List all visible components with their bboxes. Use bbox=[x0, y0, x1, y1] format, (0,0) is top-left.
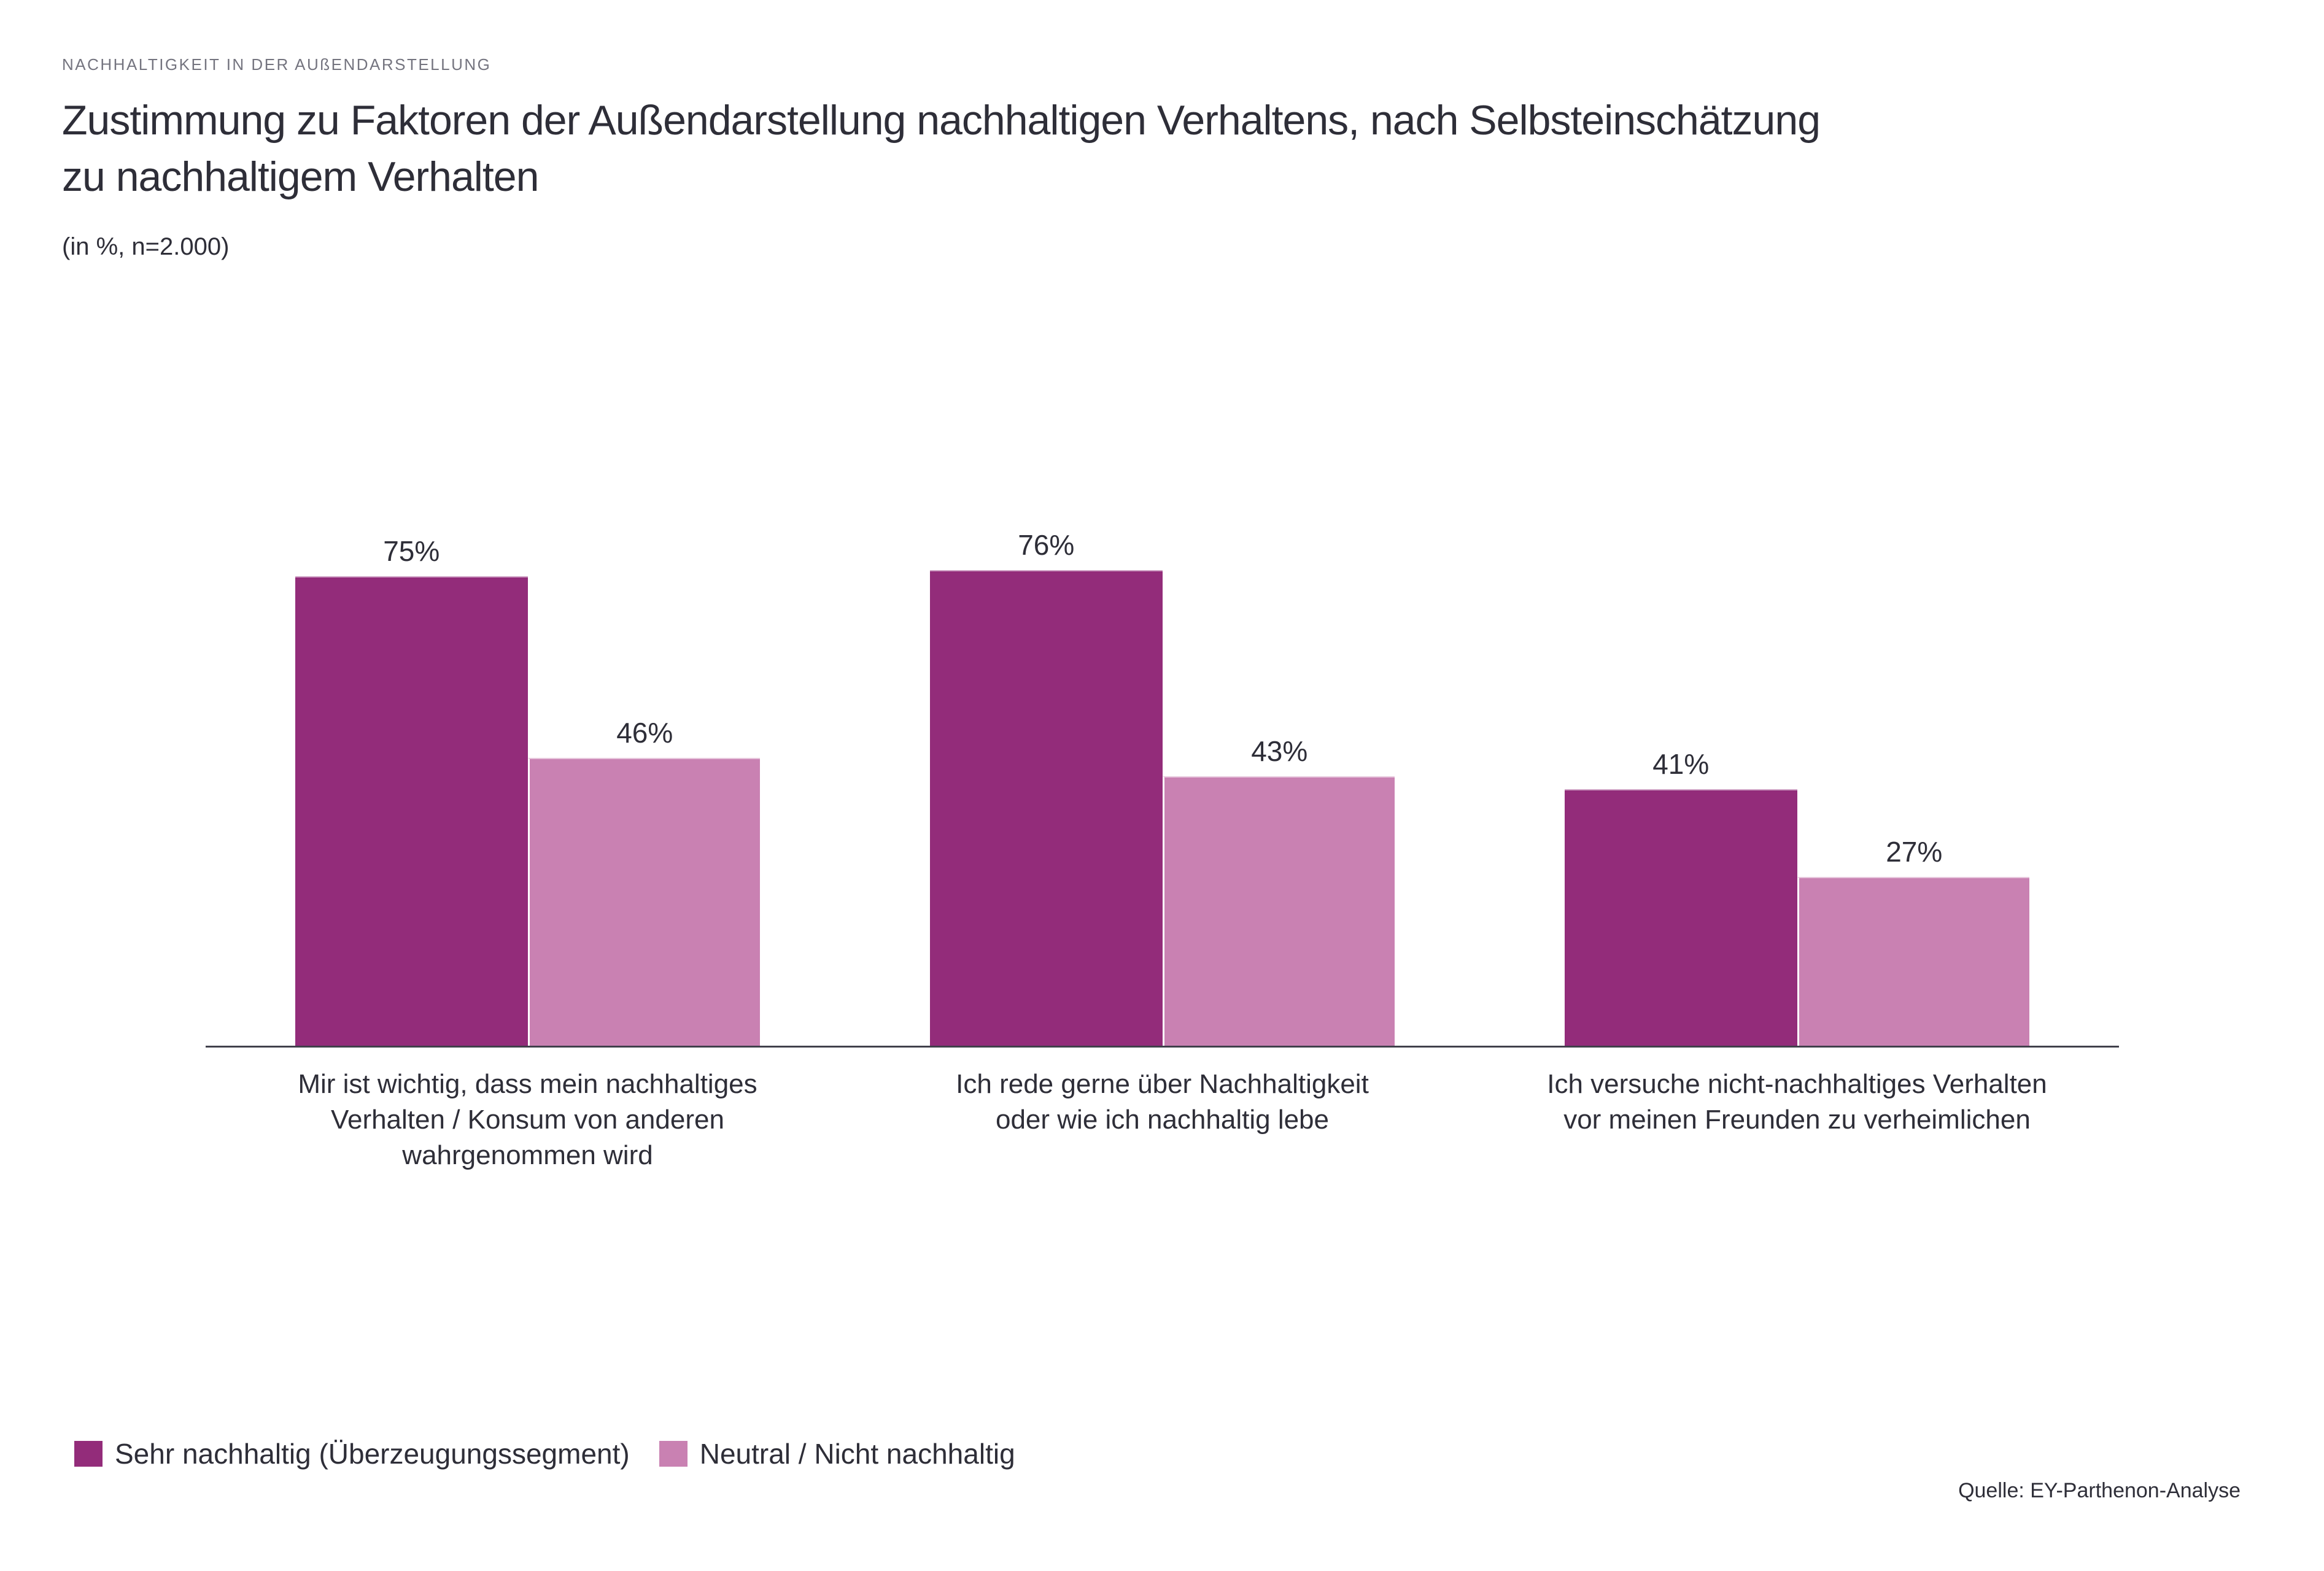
bar-neutral-nicht-nachhaltig: 43% bbox=[1162, 735, 1395, 1046]
legend-item: Sehr nachhaltig (Überzeugungssegment) bbox=[74, 1437, 630, 1470]
category-label-text: Mir ist wichtig, dass mein nachhaltiges … bbox=[298, 1069, 757, 1170]
bar-groups-container: 75% 46% 76% 43% 41% 27% bbox=[206, 518, 2119, 1046]
bar-value-label: 46% bbox=[616, 717, 673, 749]
bar-sehr-nachhaltig: 75% bbox=[295, 535, 528, 1046]
bar-neutral-nicht-nachhaltig: 46% bbox=[527, 717, 760, 1046]
x-axis-labels: Mir ist wichtig, dass mein nachhaltiges … bbox=[206, 1067, 2119, 1177]
legend: Sehr nachhaltig (Überzeugungssegment) Neu… bbox=[74, 1437, 1015, 1470]
category-label: Mir ist wichtig, dass mein nachhaltiges … bbox=[295, 1067, 760, 1177]
chart-subtitle: (in %, n=2.000) bbox=[62, 233, 230, 260]
bar-value-label: 41% bbox=[1652, 748, 1710, 780]
bar-value-label: 76% bbox=[1018, 529, 1075, 561]
legend-swatch bbox=[74, 1441, 103, 1467]
bar-sehr-nachhaltig: 76% bbox=[930, 529, 1163, 1046]
legend-swatch bbox=[659, 1441, 688, 1467]
category-label-text: Ich versuche nicht-nachhaltiges Verhalte… bbox=[1547, 1069, 2047, 1135]
bar-group: 41% 27% bbox=[1565, 748, 2029, 1046]
legend-item: Neutral / Nicht nachhaltig bbox=[659, 1437, 1015, 1470]
legend-label: Sehr nachhaltig (Überzeugungssegment) bbox=[115, 1438, 630, 1470]
category-label-text: Ich rede gerne über Nachhaltigkeit oder … bbox=[956, 1069, 1369, 1135]
eyebrow-kicker: NACHHALTIGKEIT IN DER AUßENDARSTELLUNG bbox=[62, 55, 492, 74]
legend-label: Neutral / Nicht nachhaltig bbox=[699, 1438, 1015, 1470]
bar-chart: 75% 46% 76% 43% 41% 27% bbox=[206, 518, 2119, 1046]
bar-value-label: 27% bbox=[1886, 836, 1943, 868]
bar-group: 75% 46% bbox=[295, 535, 760, 1046]
bar-sehr-nachhaltig: 41% bbox=[1565, 748, 1797, 1046]
bar-value-label: 75% bbox=[383, 535, 440, 567]
bar-group: 76% 43% bbox=[930, 529, 1395, 1046]
page-title: Zustimmung zu Faktoren der Außendarstell… bbox=[62, 97, 1821, 200]
bar-neutral-nicht-nachhaltig: 27% bbox=[1797, 836, 2029, 1046]
category-label: Ich rede gerne über Nachhaltigkeit oder … bbox=[930, 1067, 1395, 1177]
source-note: Quelle: EY-Parthenon-Analyse bbox=[1958, 1479, 2241, 1502]
category-label: Ich versuche nicht-nachhaltiges Verhalte… bbox=[1547, 1067, 2047, 1177]
bar-value-label: 43% bbox=[1251, 735, 1308, 767]
x-axis-line bbox=[206, 1046, 2119, 1048]
